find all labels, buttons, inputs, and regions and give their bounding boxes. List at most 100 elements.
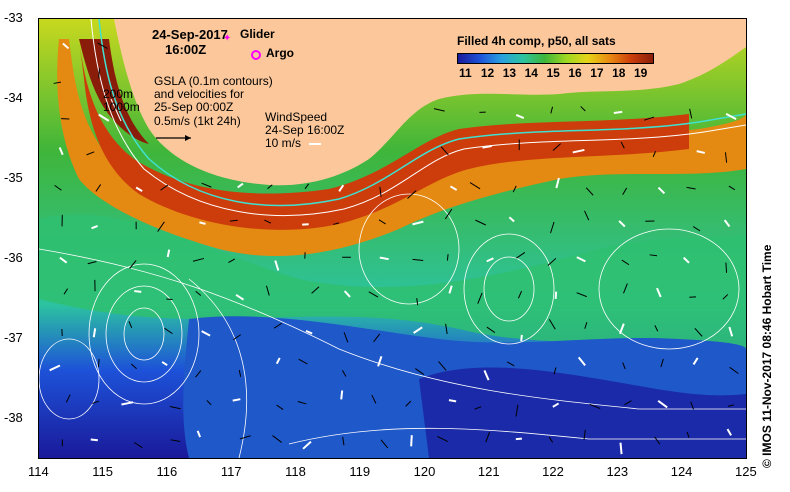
x-tick-115: 115 (92, 464, 113, 479)
wind-arrow (520, 334, 523, 342)
wind-arrow (483, 370, 490, 381)
current-arrow (238, 369, 242, 377)
x-tick-120: 120 (413, 464, 436, 479)
current-arrow (689, 108, 693, 119)
wind-arrow (59, 256, 68, 264)
wind-arrow (305, 329, 313, 335)
current-arrow (164, 327, 173, 335)
current-arrow (475, 219, 487, 226)
svg-text:✦: ✦ (223, 33, 231, 44)
current-arrow (273, 322, 283, 329)
y-tick--37: -37 (4, 330, 23, 345)
current-arrow (548, 319, 556, 330)
current-arrow (515, 404, 519, 417)
wind-arrow (449, 185, 458, 191)
sst-field: ✦ (39, 19, 746, 458)
current-arrow (228, 258, 236, 263)
current-arrow (170, 439, 181, 442)
wind-arrow (508, 216, 515, 223)
wind-arrow (237, 182, 244, 189)
x-tick-122: 122 (542, 464, 564, 479)
x-tick-123: 123 (606, 464, 629, 479)
current-arrow (474, 406, 482, 410)
current-arrow (233, 334, 242, 341)
wind-arrow (682, 256, 690, 264)
wind-arrow (486, 257, 494, 263)
current-arrow (517, 290, 523, 299)
wind-arrow (121, 401, 134, 406)
colorbar-bar (457, 53, 654, 64)
current-arrow (506, 361, 515, 367)
wind-arrow (379, 256, 389, 261)
current-arrow (622, 187, 628, 196)
wind-arrow (515, 113, 525, 120)
sea-cold-deep (419, 367, 746, 458)
current-arrow (86, 151, 95, 156)
current-arrow (729, 366, 739, 374)
current-arrow (550, 221, 555, 234)
depth-label-200m: 200m (103, 87, 134, 101)
current-arrow (585, 187, 594, 196)
current-arrow (54, 184, 62, 191)
sea-warm-core (79, 39, 689, 230)
wind-arrow (134, 290, 142, 293)
current-arrow (97, 42, 108, 49)
current-arrow (192, 257, 205, 262)
wind-arrow (62, 42, 70, 50)
wind-arrow (92, 328, 97, 338)
gsla-note-line3: 25-Sep 00:00Z (154, 100, 234, 114)
bathymetry-1000m (90, 19, 746, 216)
current-arrow (311, 286, 320, 294)
current-arrow (654, 325, 659, 332)
sst-map: ✦ (38, 18, 747, 459)
wind-arrow (196, 430, 202, 438)
current-arrow (264, 219, 272, 224)
wind-arrow (657, 399, 668, 409)
velocity-scale-arrowhead (185, 135, 191, 141)
current-arrow (437, 436, 449, 443)
wind-arrow (274, 260, 280, 271)
current-arrow (584, 322, 588, 329)
x-tick-125: 125 (735, 464, 757, 479)
current-arrow (694, 327, 703, 337)
current-arrow (160, 184, 169, 191)
current-arrow (416, 298, 419, 306)
wind-arrow (235, 293, 245, 301)
glider-marker: ✦ (223, 33, 231, 44)
current-arrow (643, 116, 655, 121)
current-arrow (276, 404, 284, 410)
wind-arrow (657, 186, 666, 195)
wind-arrow (728, 326, 734, 337)
current-arrow (548, 436, 554, 443)
map-date: 24-Sep-2017 (152, 27, 228, 42)
current-arrow (440, 146, 449, 156)
wind-note-line3: 10 m/s (265, 136, 302, 150)
legend-argo: Argo (266, 46, 294, 60)
gsla-note-line2: and velocities for (154, 87, 245, 101)
current-arrow (97, 359, 100, 368)
current-arrow (378, 219, 386, 225)
current-arrow (621, 259, 630, 266)
current-arrow (87, 261, 97, 265)
wind-arrow (412, 220, 424, 226)
current-arrow (469, 182, 481, 190)
wind-arrow (576, 256, 586, 263)
current-arrow (166, 298, 173, 301)
current-arrow (297, 401, 307, 405)
current-arrow (412, 258, 424, 262)
wind-arrow (199, 221, 206, 225)
wind-arrow (448, 285, 453, 294)
wind-arrow (619, 323, 625, 335)
current-arrow (407, 190, 417, 199)
current-arrow (725, 262, 728, 273)
current-arrow (728, 404, 735, 407)
wind-arrow (161, 361, 168, 367)
depth-label-1000m: 1000m (103, 100, 140, 114)
current-arrow (652, 151, 657, 158)
wind-arrow (696, 150, 706, 154)
current-arrow (65, 394, 71, 403)
current-arrow (686, 431, 690, 438)
current-arrow (446, 254, 449, 261)
current-arrow (373, 333, 381, 343)
depth-label-leader (110, 98, 122, 122)
